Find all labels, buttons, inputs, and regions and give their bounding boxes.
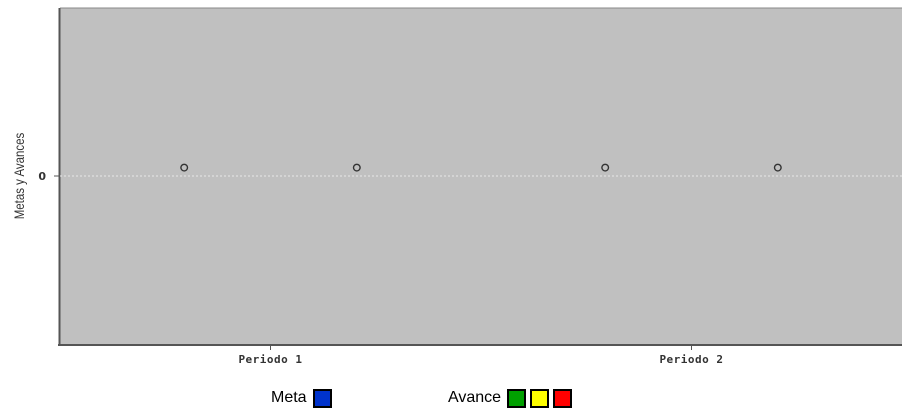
x-tick-label: Periodo 1: [238, 353, 302, 366]
data-point: [180, 163, 189, 172]
legend-meta-swatch-blue: [312, 388, 332, 408]
legend-avance-swatch-yellow: [530, 388, 550, 408]
legend-avance-swatch-red: [553, 388, 573, 408]
y-axis-label: Metas y Avances: [11, 133, 27, 220]
data-point: [601, 163, 610, 172]
y-tick-label: 0: [38, 170, 46, 183]
legend-meta-label: Meta: [271, 389, 307, 406]
legend-avance-swatch-green: [507, 388, 527, 408]
ticks: 0 Periodo 1 Periodo 2: [38, 170, 723, 366]
legend-avance-label: Avance: [448, 389, 502, 406]
legend-avance: Avance: [448, 386, 576, 410]
data-points: [180, 163, 782, 172]
data-point: [352, 163, 361, 172]
x-tick-label: Periodo 2: [659, 353, 723, 366]
data-point: [773, 163, 782, 172]
legend-meta: Meta: [271, 386, 336, 410]
